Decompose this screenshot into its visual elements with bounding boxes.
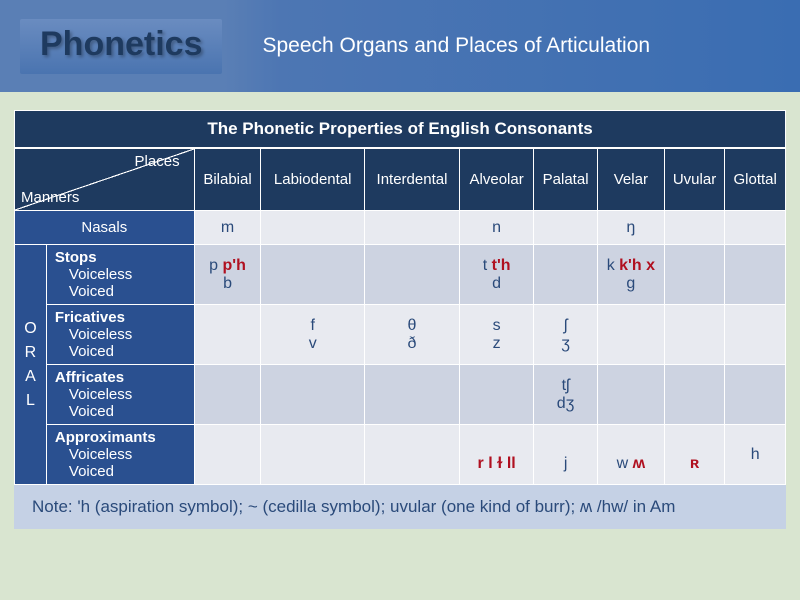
nasals-label: Nasals: [15, 211, 195, 245]
fric-alveolar: sz: [460, 305, 534, 365]
title-box: Phonetics: [20, 19, 222, 74]
approximants-row: Approximants Voiceless Voiced r l ɫ ll j…: [15, 425, 786, 485]
stops-interdental: [364, 245, 459, 305]
stops-glottal: [725, 245, 786, 305]
appr-labiodental: [261, 425, 364, 485]
fric-velar: [597, 305, 664, 365]
affr-uvular: [664, 365, 725, 425]
affr-labiodental: [261, 365, 364, 425]
page-header: Phonetics Speech Organs and Places of Ar…: [0, 0, 800, 92]
appr-bilabial: [194, 425, 261, 485]
page-subtitle: Speech Organs and Places of Articulation: [262, 34, 650, 58]
fricatives-row: Fricatives Voiceless Voiced fv θð sz ʃʒ: [15, 305, 786, 365]
table-note: Note: 'h (aspiration symbol); ~ (cedilla…: [14, 485, 786, 529]
affricates-row: Affricates Voiceless Voiced tʃdʒ: [15, 365, 786, 425]
affr-alveolar: [460, 365, 534, 425]
affr-palatal: tʃdʒ: [534, 365, 598, 425]
content-area: The Phonetic Properties of English Conso…: [0, 92, 800, 529]
fric-glottal: [725, 305, 786, 365]
col-uvular: Uvular: [664, 149, 725, 211]
col-alveolar: Alveolar: [460, 149, 534, 211]
nasals-alveolar: n: [460, 211, 534, 245]
stops-labiodental: [261, 245, 364, 305]
appr-alveolar: r l ɫ ll: [460, 425, 534, 485]
fric-labiodental: fv: [261, 305, 364, 365]
nasals-glottal: [725, 211, 786, 245]
fricatives-label: Fricatives Voiceless Voiced: [46, 305, 194, 365]
appr-interdental: [364, 425, 459, 485]
nasals-interdental: [364, 211, 459, 245]
nasals-uvular: [664, 211, 725, 245]
consonants-table: Places Manners Bilabial Labiodental Inte…: [14, 148, 786, 485]
affr-velar: [597, 365, 664, 425]
corner-manners: Manners: [21, 189, 79, 206]
col-velar: Velar: [597, 149, 664, 211]
col-labiodental: Labiodental: [261, 149, 364, 211]
table-title: The Phonetic Properties of English Conso…: [14, 110, 786, 148]
corner-cell: Places Manners: [15, 149, 195, 211]
affr-glottal: [725, 365, 786, 425]
stops-row: ORAL Stops Voiceless Voiced p p'hb t t'h…: [15, 245, 786, 305]
col-interdental: Interdental: [364, 149, 459, 211]
corner-places: Places: [135, 153, 180, 170]
affricates-label: Affricates Voiceless Voiced: [46, 365, 194, 425]
fric-uvular: [664, 305, 725, 365]
affr-bilabial: [194, 365, 261, 425]
approximants-label: Approximants Voiceless Voiced: [46, 425, 194, 485]
appr-palatal: j: [534, 425, 598, 485]
col-palatal: Palatal: [534, 149, 598, 211]
appr-velar: w ʍ: [597, 425, 664, 485]
col-bilabial: Bilabial: [194, 149, 261, 211]
fric-bilabial: [194, 305, 261, 365]
nasals-velar: ŋ: [597, 211, 664, 245]
stops-palatal: [534, 245, 598, 305]
fric-interdental: θð: [364, 305, 459, 365]
appr-uvular: ʀ: [664, 425, 725, 485]
nasals-palatal: [534, 211, 598, 245]
nasals-labiodental: [261, 211, 364, 245]
stops-uvular: [664, 245, 725, 305]
fric-palatal: ʃʒ: [534, 305, 598, 365]
stops-velar: k k'h xg: [597, 245, 664, 305]
nasals-bilabial: m: [194, 211, 261, 245]
oral-label: ORAL: [15, 245, 47, 485]
col-glottal: Glottal: [725, 149, 786, 211]
stops-bilabial: p p'hb: [194, 245, 261, 305]
affr-interdental: [364, 365, 459, 425]
page-title: Phonetics: [40, 25, 202, 64]
stops-alveolar: t t'hd: [460, 245, 534, 305]
stops-label: Stops Voiceless Voiced: [46, 245, 194, 305]
appr-glottal: h: [725, 425, 786, 485]
nasals-row: Nasals m n ŋ: [15, 211, 786, 245]
